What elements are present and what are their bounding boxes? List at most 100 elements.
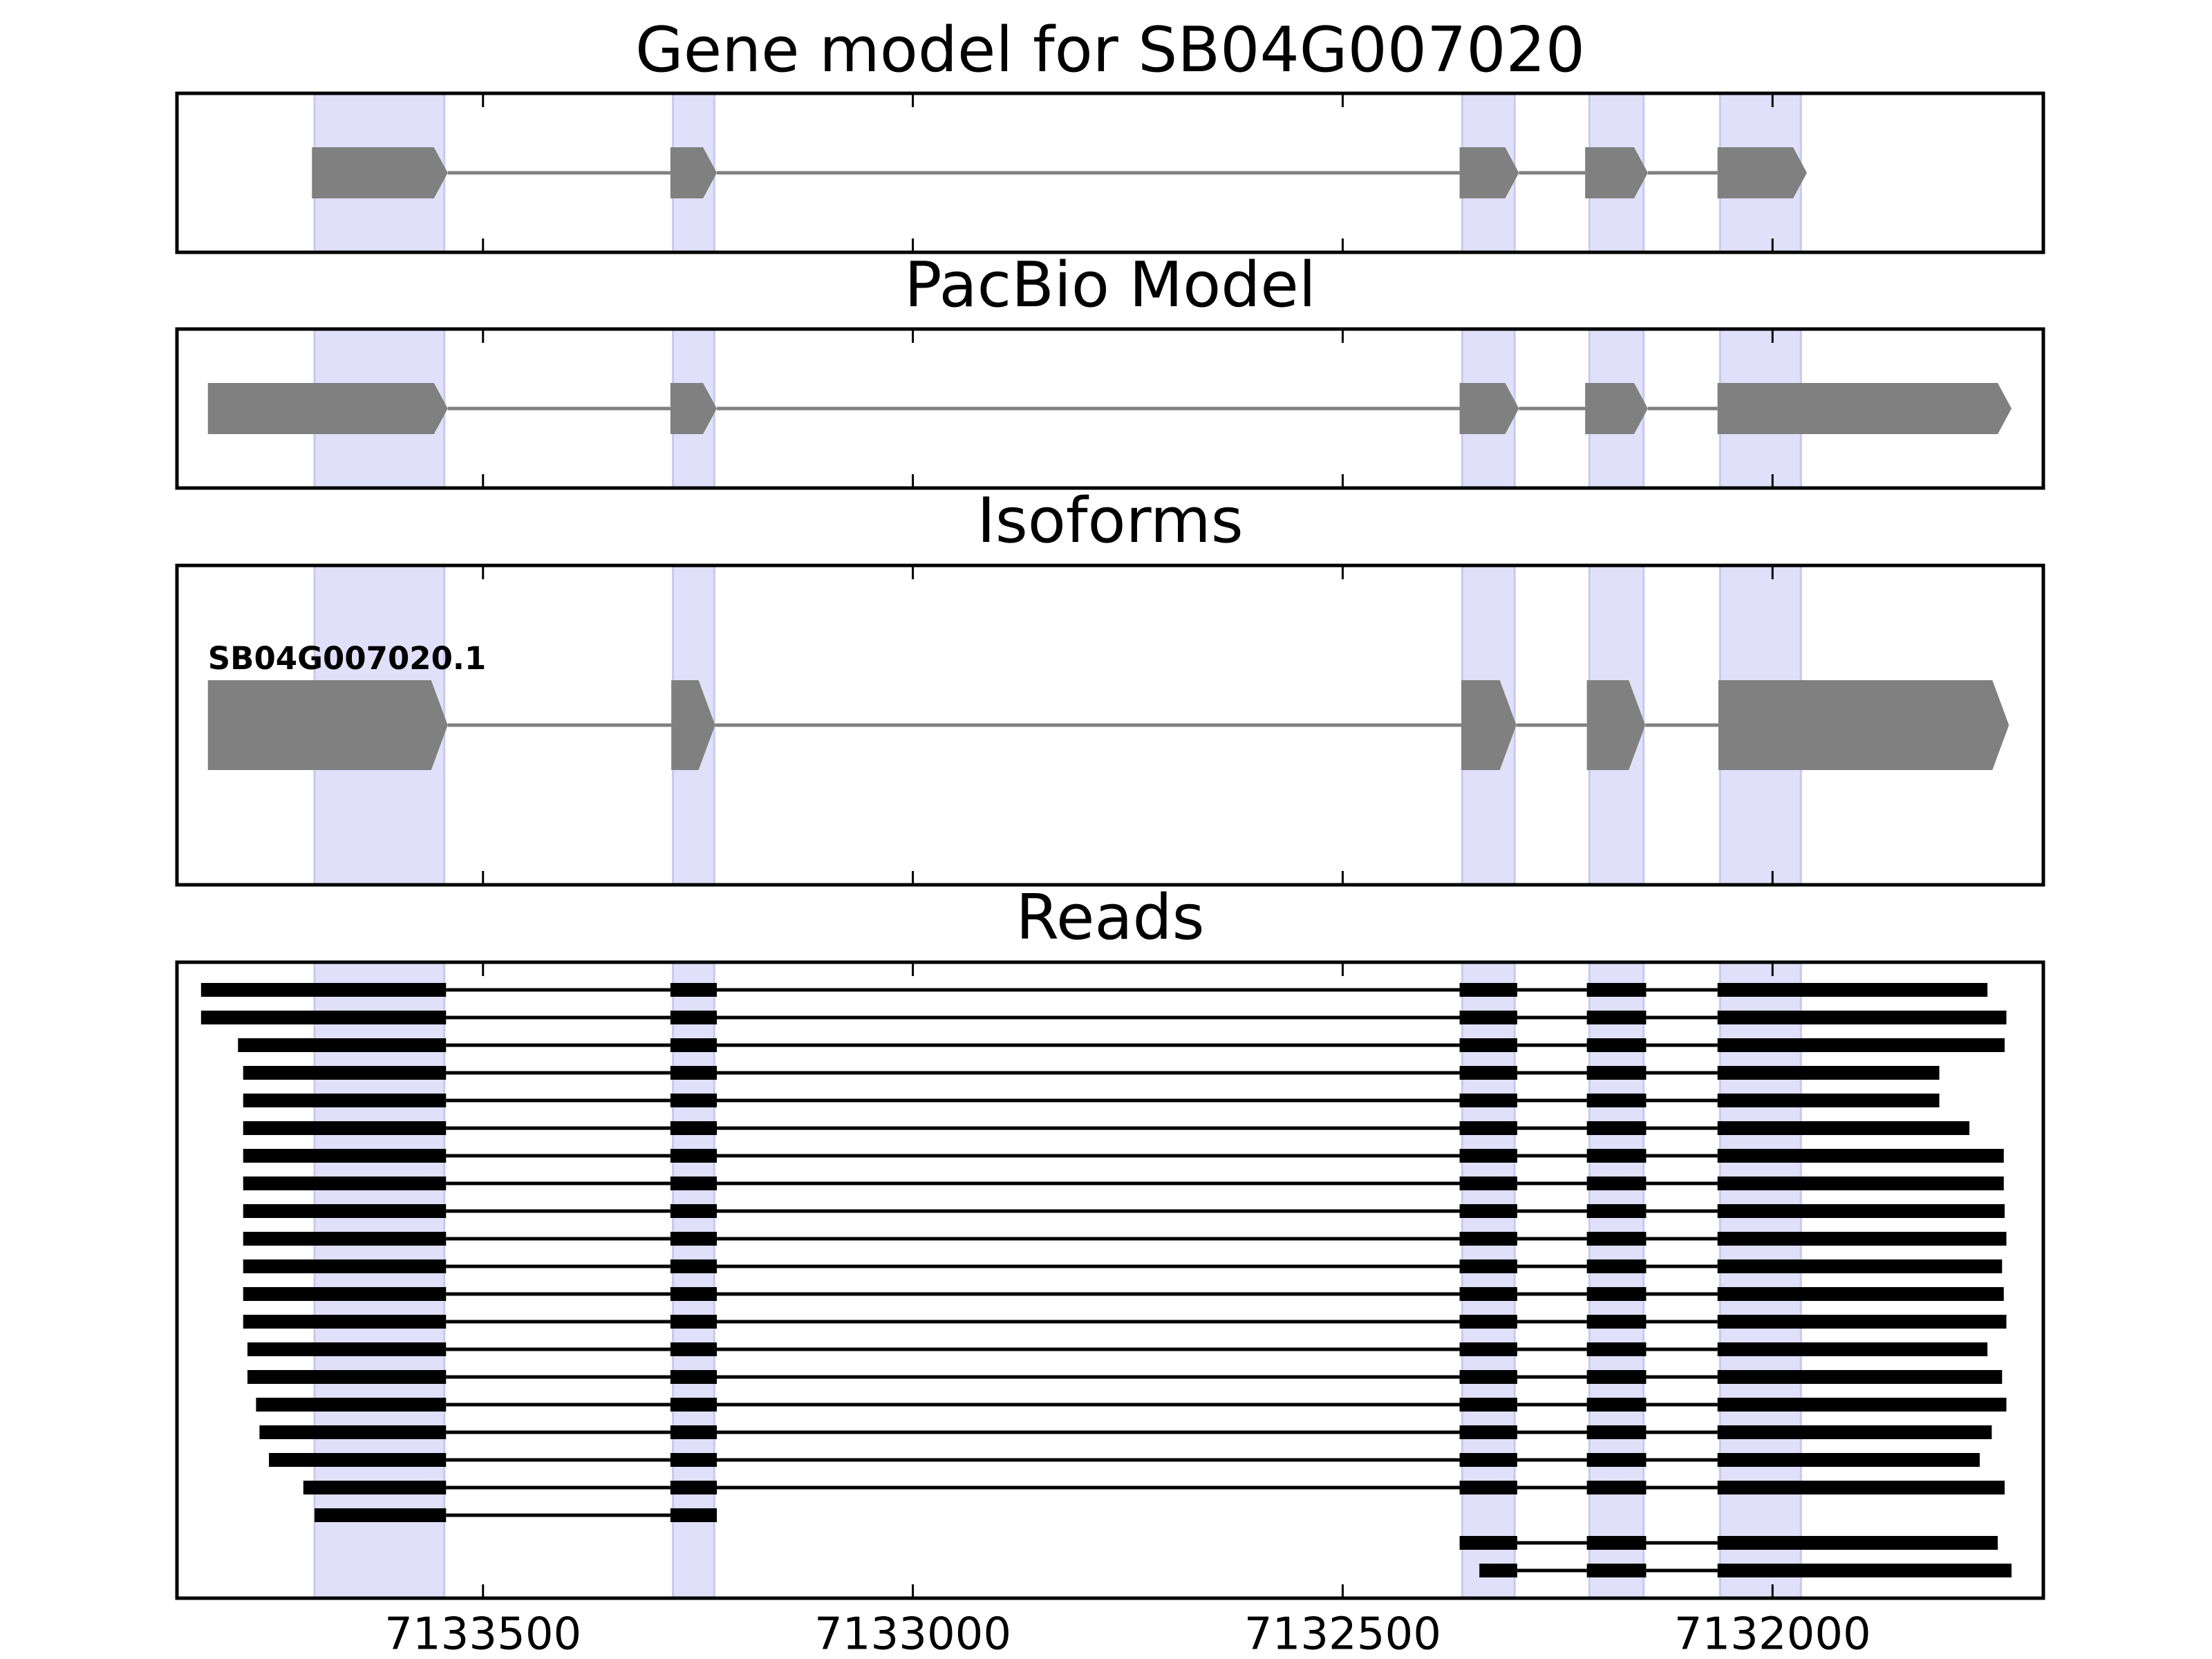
read-block [1586,1287,1647,1301]
read-block [1459,1315,1517,1329]
read-block [1586,1149,1647,1163]
read-block [1459,983,1517,997]
read-block [200,1011,447,1024]
highlight [1461,961,1516,1600]
read-block [1586,1204,1647,1218]
read-block [243,1066,447,1080]
exon [1717,147,1807,198]
read-block [1717,1287,2004,1301]
read-block [243,1287,447,1301]
read-block [314,1508,447,1522]
read-block [670,1177,718,1190]
exon [670,383,718,434]
read-block [243,1121,447,1135]
highlight [1718,961,1802,1600]
read-block [670,1398,718,1412]
read-block [670,1287,718,1301]
read-block [243,1204,447,1218]
read-block [1586,1121,1647,1135]
read-block [1717,1232,2007,1246]
x-tick-label: 7133500 [384,1609,581,1659]
read-block [1459,1536,1517,1550]
read-block [1717,1011,2007,1024]
read-block [1459,1453,1517,1467]
read-block [1717,1204,2005,1218]
read-block [1717,1425,1992,1439]
read-block [1586,1315,1647,1329]
read-block [1459,1232,1517,1246]
read-block [243,1149,447,1163]
read-block [1586,1453,1647,1467]
exon [1461,680,1517,770]
panel-frame [175,563,2045,887]
exon [1718,680,2009,770]
read-block [1586,1370,1647,1384]
read-block [1479,1564,1517,1577]
read-block [1459,1177,1517,1190]
panel-frame [175,960,2045,1600]
read-block [1717,1121,1970,1135]
read-block [1459,1066,1517,1080]
exon [670,147,718,198]
panel-title: Isoforms [977,485,1243,557]
read-block [269,1453,447,1467]
panel-frame [175,327,2045,490]
read-block [670,1315,718,1329]
read-block [1586,1564,1647,1577]
read-block [1717,1370,2003,1384]
isoform-label: SB04G007020.1 [208,640,487,677]
x-tick-label: 7133000 [814,1609,1011,1659]
read-block [247,1342,447,1356]
read-block [1717,1149,2004,1163]
read-block [1717,1066,1940,1080]
x-tick-label: 7132500 [1244,1609,1441,1659]
read-block [238,1038,447,1052]
read-block [1717,1259,2003,1273]
read-block [1459,1425,1517,1439]
read-block [1459,1259,1517,1273]
read-block [1459,1149,1517,1163]
read-block [670,1453,718,1467]
read-block [1717,1342,1988,1356]
panel-title: Gene model for SB04G007020 [635,14,1585,86]
read-block [670,1259,718,1273]
exon [312,147,448,198]
highlight [313,961,446,1600]
exon [207,383,448,434]
read-block [1586,1094,1647,1107]
read-block [243,1259,447,1273]
read-block [1586,1177,1647,1190]
read-block [1717,983,1988,997]
read-block [1586,983,1647,997]
read-block [1586,1342,1647,1356]
read-block [1717,1177,2004,1190]
exon [1585,383,1648,434]
read-block [670,1121,718,1135]
read-block [670,1425,718,1439]
read-block [1586,1011,1647,1024]
highlight [672,961,715,1600]
x-tick-label: 7132000 [1674,1609,1871,1659]
read-block [670,1038,718,1052]
read-block [259,1425,447,1439]
read-block [1459,1094,1517,1107]
read-block [256,1398,447,1412]
read-block [1459,1121,1517,1135]
exon [1459,383,1519,434]
read-block [670,1508,718,1522]
exon [1717,383,2012,434]
read-block [1586,1398,1647,1412]
read-block [1717,1038,2005,1052]
read-block [1586,1259,1647,1273]
read-block [1717,1094,1940,1107]
read-block [243,1094,447,1107]
read-block [1717,1536,1998,1550]
read-block [670,1011,718,1024]
read-block [1459,1398,1517,1412]
read-block [670,1204,718,1218]
read-block [670,1094,718,1107]
exon [1585,147,1648,198]
read-block [303,1481,447,1494]
panel-frame [175,91,2045,254]
